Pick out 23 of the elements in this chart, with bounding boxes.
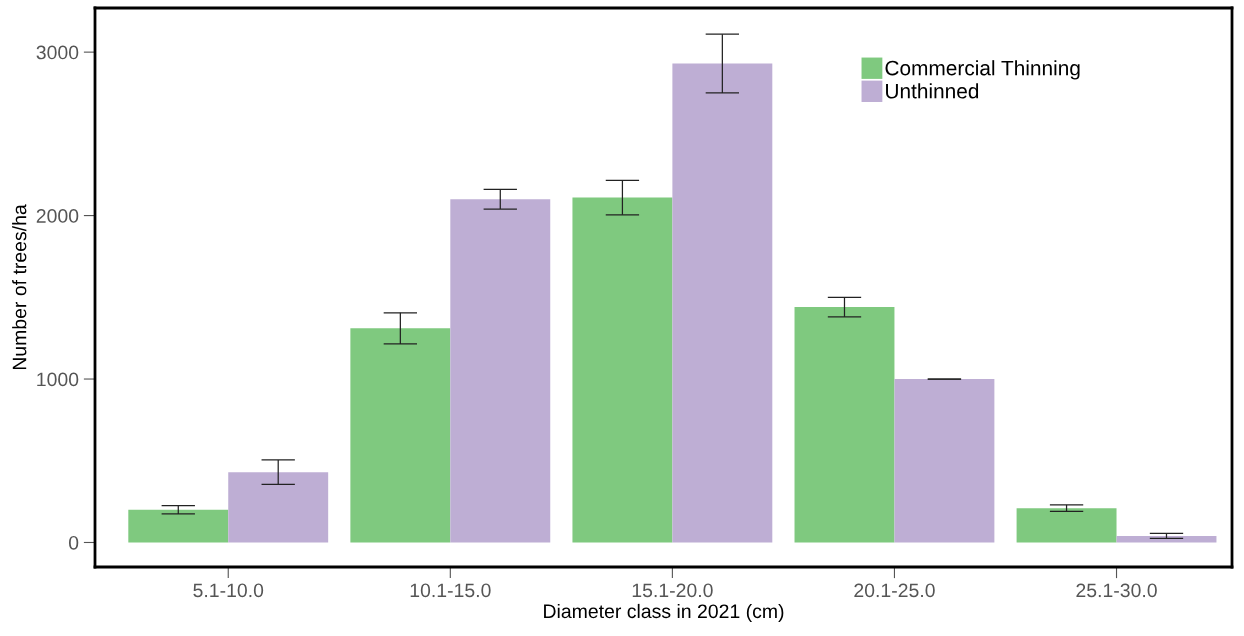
bar — [450, 199, 551, 543]
bar — [228, 472, 329, 543]
legend-label: Commercial Thinning — [885, 60, 1080, 80]
x-tick-label: 20.1-25.0 — [854, 583, 935, 598]
bar — [350, 328, 451, 543]
x-tick-label: 15.1-20.0 — [632, 583, 713, 598]
y-tick-label: 3000 — [36, 45, 79, 60]
x-tick-label: 5.1-10.0 — [193, 583, 264, 598]
bar — [1116, 535, 1217, 543]
y-tick-label: 1000 — [37, 372, 79, 387]
x-tick-label: 25.1-30.0 — [1076, 583, 1157, 598]
bar — [794, 307, 895, 543]
x-tick-label: 10.1-15.0 — [410, 583, 491, 598]
y-tick-label: 0 — [68, 535, 79, 550]
y-tick-label: 2000 — [36, 209, 79, 223]
x-axis-title: Diameter class in 2021 (cm) — [544, 603, 784, 622]
bar — [672, 63, 773, 543]
bar — [894, 379, 995, 543]
legend-label: Unthinned — [886, 83, 979, 99]
bar — [572, 197, 673, 543]
y-axis-title: Number of trees/ha — [12, 204, 27, 370]
bar — [1016, 508, 1117, 543]
bar — [128, 509, 229, 543]
